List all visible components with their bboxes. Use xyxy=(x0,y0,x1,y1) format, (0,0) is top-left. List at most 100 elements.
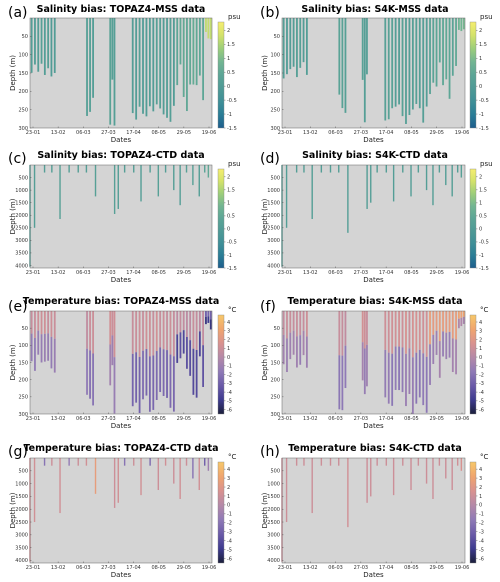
profile xyxy=(142,311,144,351)
profile xyxy=(34,337,36,371)
ctd-cast xyxy=(432,165,434,206)
profile xyxy=(363,311,366,349)
ctd-cast xyxy=(445,458,447,479)
x-tick-label: 13-02 xyxy=(51,270,66,276)
profile xyxy=(341,311,344,356)
ctd-cast xyxy=(185,458,188,466)
profile xyxy=(113,311,116,358)
y-tick-label: 50 xyxy=(274,34,280,40)
colorbar-tick-label: -4 xyxy=(479,538,484,544)
profile xyxy=(344,18,347,113)
profile xyxy=(398,346,400,391)
profile xyxy=(451,18,454,76)
profile xyxy=(299,311,302,336)
profile xyxy=(289,311,292,333)
x-tick-label: 27-03 xyxy=(101,270,116,276)
colorbar-tick-label: -0.5 xyxy=(227,240,237,246)
x-tick-label: 06-03 xyxy=(328,416,343,422)
profile xyxy=(442,331,444,357)
colorbar-tick-label: 4 xyxy=(227,320,230,326)
profile xyxy=(384,311,387,350)
data-marks xyxy=(30,311,212,414)
ctd-cast xyxy=(198,458,200,491)
x-tick-label: 17-04 xyxy=(126,565,141,571)
profile xyxy=(411,357,414,414)
profile xyxy=(166,350,168,398)
panel-label: (c) xyxy=(8,151,27,167)
profile xyxy=(131,18,134,114)
profile xyxy=(135,18,138,120)
profile xyxy=(176,18,179,86)
panel-label: (a) xyxy=(8,5,28,21)
ctd-cast xyxy=(157,458,160,491)
y-tick-label: 50 xyxy=(22,34,28,40)
profile xyxy=(341,355,344,411)
colorbar-tick-label: 1 xyxy=(227,56,230,62)
ctd-cast xyxy=(85,165,88,173)
y-tick-label: 150 xyxy=(270,360,280,366)
x-tick-label: 23-01 xyxy=(278,270,293,276)
profile xyxy=(387,18,390,120)
ctd-cast xyxy=(179,165,181,206)
ctd-cast xyxy=(303,165,305,173)
x-tick-label: 27-03 xyxy=(354,270,369,276)
profile xyxy=(451,338,454,373)
profile xyxy=(40,311,43,335)
panel-d: (d) Salinity bias: S4K-CTD data 23-01 13-02… xyxy=(260,150,493,284)
y-tick-label: 300 xyxy=(18,412,28,418)
data-marks xyxy=(30,18,212,126)
colorbar-tick-label: 1 xyxy=(227,346,230,352)
profile xyxy=(435,18,438,87)
ctd-cast xyxy=(157,165,160,197)
y-tick-label: 2500 xyxy=(267,226,280,232)
profile xyxy=(384,18,387,121)
y-tick-label: 150 xyxy=(270,71,280,77)
colorbar-tick-label: 0 xyxy=(227,227,230,233)
y-tick-label: 300 xyxy=(270,126,280,132)
y-tick-label: 250 xyxy=(18,395,28,401)
profile xyxy=(344,345,347,389)
profile xyxy=(142,350,144,400)
colorbar-tick-label: 0 xyxy=(227,355,230,361)
profile xyxy=(405,353,407,407)
panel-title: Temperature bias: S4K-CTD data xyxy=(288,443,462,454)
profile xyxy=(205,18,207,32)
x-axis-label: Dates xyxy=(363,276,384,284)
data-marks xyxy=(282,311,465,414)
profile xyxy=(366,344,368,387)
ctd-cast xyxy=(43,165,46,173)
colorbar-tick-label: -6 xyxy=(479,407,484,413)
profile xyxy=(391,353,394,406)
profile xyxy=(34,18,36,65)
panel-title: Temperature bias: TOPAZ4-MSS data xyxy=(23,296,220,307)
ctd-cast xyxy=(207,458,210,471)
ctd-cast xyxy=(311,165,313,220)
colorbar-tick-label: -3 xyxy=(479,381,484,387)
profile xyxy=(338,355,341,410)
panel-title: Salinity bias: S4K-CTD data xyxy=(302,150,448,161)
ctd-cast xyxy=(347,458,349,528)
y-tick-label: 1000 xyxy=(15,188,28,194)
profile xyxy=(186,337,188,369)
y-tick-label: 500 xyxy=(270,469,280,475)
profile xyxy=(148,18,151,107)
ctd-cast xyxy=(432,458,434,499)
panel-label: (d) xyxy=(260,151,280,167)
colorbar-unit: psu xyxy=(480,13,493,21)
profile xyxy=(202,311,205,346)
profile xyxy=(387,311,390,353)
axes-frame xyxy=(281,164,466,269)
profile xyxy=(159,18,162,109)
profile xyxy=(186,18,188,112)
x-tick-label: 19-06 xyxy=(455,270,470,276)
ctd-cast xyxy=(417,165,420,173)
y-tick-label: 2500 xyxy=(15,226,28,232)
x-tick-label: 13-02 xyxy=(51,565,66,571)
colorbar-tick-label: -1 xyxy=(479,112,484,118)
profile xyxy=(145,18,148,117)
profile xyxy=(411,311,414,358)
y-tick-label: 100 xyxy=(18,52,28,58)
x-tick-label: 17-04 xyxy=(126,130,141,136)
ctd-cast xyxy=(366,458,368,503)
profile xyxy=(192,18,195,85)
